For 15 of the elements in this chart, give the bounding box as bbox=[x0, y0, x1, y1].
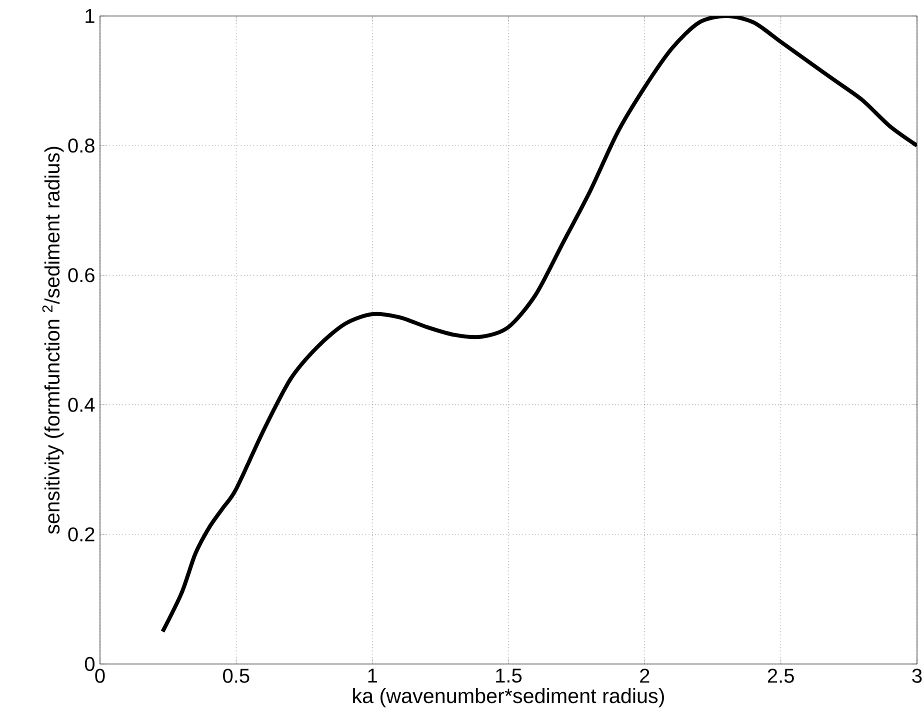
x-tick-label: 3 bbox=[912, 668, 922, 683]
x-tick-label: 1 bbox=[368, 668, 377, 682]
x-tick-label: 0 bbox=[95, 668, 105, 683]
y-tick-label: 0.6 bbox=[68, 268, 94, 282]
x-tick-label: 2 bbox=[640, 668, 650, 683]
y-tick-label: 1 bbox=[86, 9, 94, 23]
x-axis-title: ka (wavenumber*sediment radius) bbox=[353, 688, 664, 708]
y-axis-title: sensitivity (formfunction $^{2}$/sediment radius) bbox=[42, 146, 64, 534]
y-tick-label: 0.4 bbox=[68, 398, 95, 412]
y-tick-label: 0.8 bbox=[68, 138, 94, 153]
y-tick-label: 0 bbox=[84, 656, 94, 672]
x-tick-label: 2.5 bbox=[768, 668, 794, 683]
y-tick-label: 0.2 bbox=[68, 527, 94, 542]
x-tick-label: 0.5 bbox=[223, 668, 250, 683]
x-tick-label: 1.5 bbox=[496, 668, 522, 683]
